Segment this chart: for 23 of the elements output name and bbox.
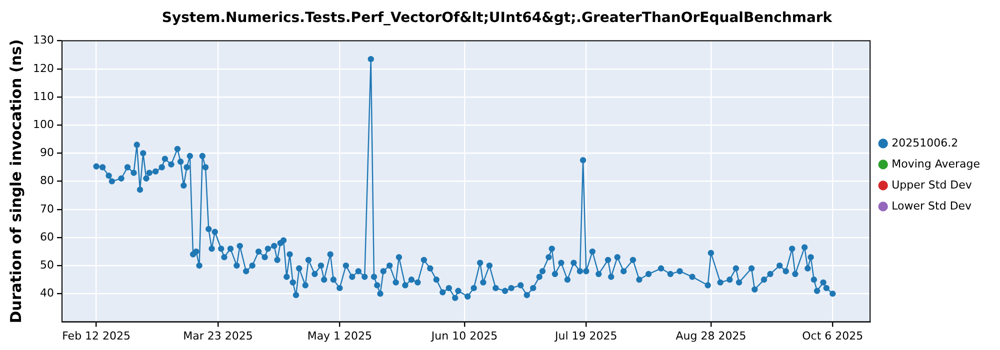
y-tick-label: 50 — [40, 258, 54, 272]
y-tick-label: 70 — [40, 202, 54, 216]
y-tick-label: 80 — [40, 174, 54, 188]
y-tick-label: 110 — [32, 90, 54, 103]
y-tick-label: 60 — [40, 230, 54, 244]
y-axis-title: Duration of single invocation (ns) — [6, 39, 25, 324]
legend-label: Moving Average — [892, 157, 980, 170]
legend-label: Lower Std Dev — [892, 199, 972, 212]
legend-label: Upper Std Dev — [892, 178, 972, 192]
y-tick-label: 120 — [32, 62, 54, 75]
y-tick-label: 40 — [40, 286, 54, 300]
legend-label: 20251006.2 — [892, 136, 958, 150]
x-tick-label: Feb 12 2025 — [62, 329, 131, 342]
y-tick-label: 100 — [32, 118, 54, 131]
y-tick-label: 130 — [32, 34, 54, 47]
x-tick-label: May 1 2025 — [307, 329, 372, 342]
x-tick-label: Jul 19 2025 — [554, 329, 618, 342]
x-tick-label: Jun 10 2025 — [430, 329, 498, 342]
x-tick-label: Oct 6 2025 — [802, 329, 864, 342]
chart-title: System.Numerics.Tests.Perf_VectorOf&lt;UInt64&gt;.GreaterThanOrEqualBenchmark — [162, 10, 833, 26]
x-tick-label: Aug 28 2025 — [676, 329, 746, 342]
y-tick-label: 90 — [40, 146, 54, 160]
x-tick-label: Mar 23 2025 — [183, 329, 253, 342]
